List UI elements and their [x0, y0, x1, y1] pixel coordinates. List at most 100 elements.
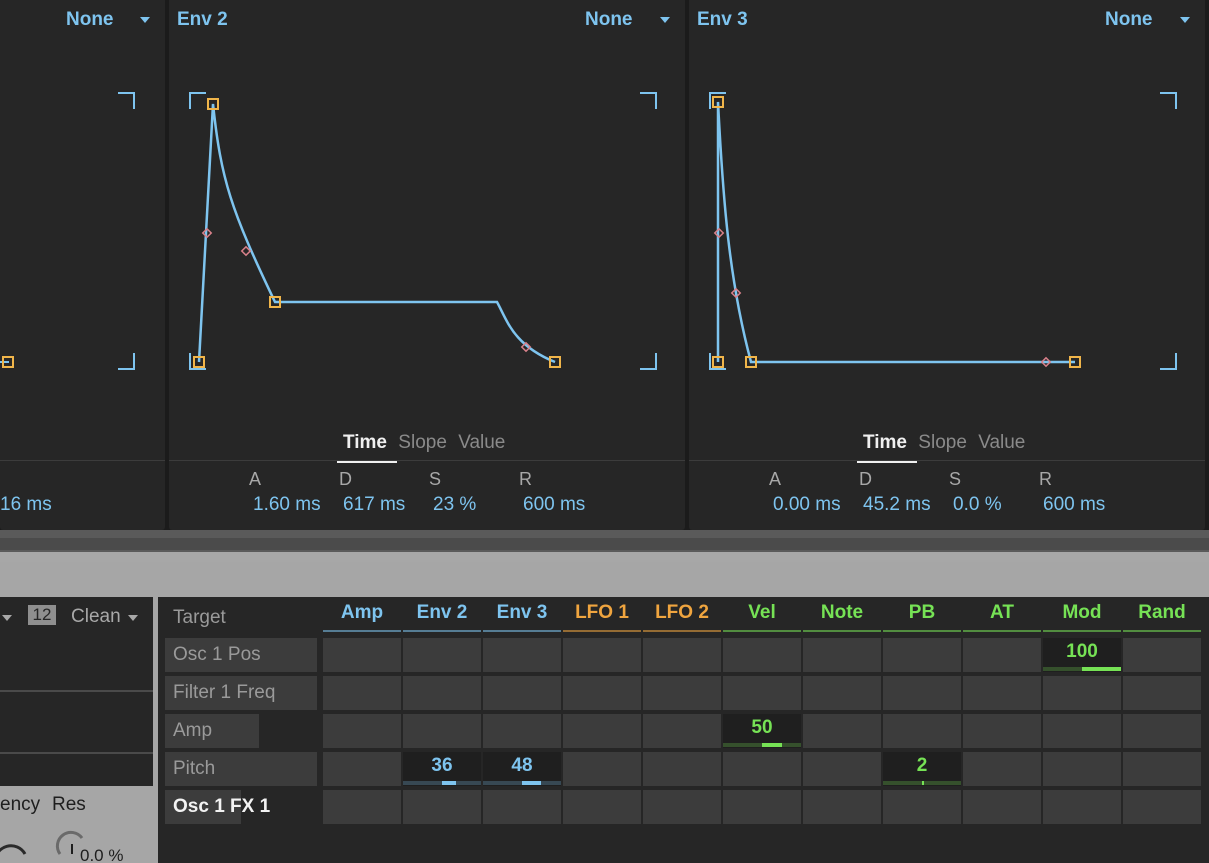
matrix-cell[interactable]	[643, 790, 721, 824]
matrix-cell[interactable]	[963, 638, 1041, 672]
env3-label-s: S	[949, 469, 962, 489]
row-target-filter-1-freq[interactable]: Filter 1 Freq	[165, 676, 317, 710]
matrix-cell[interactable]	[483, 638, 561, 672]
row-target-pitch[interactable]: Pitch	[165, 752, 317, 786]
matrix-cell[interactable]	[403, 638, 481, 672]
row-target-osc-1-pos[interactable]: Osc 1 Pos	[165, 638, 317, 672]
matrix-cell[interactable]	[483, 714, 561, 748]
matrix-cell[interactable]	[963, 676, 1041, 710]
chevron-down-icon[interactable]	[2, 615, 12, 621]
env3-graph[interactable]	[689, 0, 1205, 460]
env2-panel: Env 2 None Time Slope Value A D S R 1.60…	[169, 0, 685, 530]
matrix-cell[interactable]	[483, 676, 561, 710]
modulation-amount: 100	[1066, 641, 1098, 662]
matrix-cell[interactable]	[403, 790, 481, 824]
matrix-cell[interactable]	[1123, 714, 1201, 748]
env2-destination[interactable]: None	[585, 9, 633, 30]
chevron-down-icon[interactable]	[128, 615, 138, 621]
amount-bar	[522, 781, 541, 785]
matrix-cell[interactable]	[803, 714, 881, 748]
matrix-cell[interactable]	[1043, 752, 1121, 786]
tab-value[interactable]: Value	[978, 432, 1026, 453]
env1-graph[interactable]	[0, 0, 165, 460]
env3-release-value[interactable]: 600 ms	[1043, 494, 1106, 515]
env3-attack-value[interactable]: 0.00 ms	[773, 494, 841, 515]
env1-release-value[interactable]: 16 ms	[0, 494, 52, 515]
env2-attack-value[interactable]: 1.60 ms	[253, 494, 321, 515]
column-underline	[803, 630, 881, 632]
matrix-cell[interactable]	[323, 752, 401, 786]
matrix-cell[interactable]	[803, 790, 881, 824]
row-target-amp[interactable]: Amp	[165, 714, 259, 748]
res-value[interactable]: 0.0 %	[80, 846, 124, 863]
matrix-cell[interactable]	[723, 752, 801, 786]
matrix-cell[interactable]	[643, 638, 721, 672]
matrix-cell[interactable]: 48	[483, 752, 561, 786]
matrix-cell[interactable]	[963, 752, 1041, 786]
env3-destination[interactable]: None	[1105, 9, 1153, 30]
osc-divider	[0, 690, 153, 692]
env1-destination[interactable]: None	[66, 9, 114, 30]
matrix-cell[interactable]	[1123, 638, 1201, 672]
env2-graph[interactable]	[169, 0, 685, 460]
matrix-cell[interactable]	[323, 638, 401, 672]
matrix-cell[interactable]: 36	[403, 752, 481, 786]
matrix-cell[interactable]	[883, 790, 961, 824]
matrix-cell[interactable]	[723, 790, 801, 824]
matrix-cell[interactable]: 2	[883, 752, 961, 786]
env3-decay-value[interactable]: 45.2 ms	[863, 494, 931, 515]
env3-panel: Env 3 None Time Slope Value A D S R 0.00…	[689, 0, 1205, 530]
chevron-down-icon[interactable]	[1180, 17, 1190, 23]
column-underline	[643, 630, 721, 632]
matrix-cell[interactable]	[723, 676, 801, 710]
osc-mode-select[interactable]: Clean	[71, 606, 121, 627]
env3-sustain-value[interactable]: 0.0 %	[953, 494, 1002, 515]
chevron-down-icon[interactable]	[660, 17, 670, 23]
matrix-cell[interactable]	[963, 790, 1041, 824]
matrix-cell[interactable]	[883, 676, 961, 710]
column-underline	[723, 630, 801, 632]
env2-release-value[interactable]: 600 ms	[523, 494, 586, 515]
matrix-cell[interactable]	[883, 638, 961, 672]
matrix-cell[interactable]	[803, 638, 881, 672]
osc-voice-number[interactable]: 12	[28, 605, 56, 625]
matrix-cell[interactable]	[1043, 790, 1121, 824]
env2-sustain-value[interactable]: 23 %	[433, 494, 477, 515]
chevron-down-icon[interactable]	[140, 17, 150, 23]
matrix-cell[interactable]	[643, 752, 721, 786]
tab-value[interactable]: Value	[458, 432, 506, 453]
matrix-cell[interactable]	[1043, 676, 1121, 710]
matrix-cell[interactable]	[1123, 676, 1201, 710]
matrix-cell[interactable]	[323, 790, 401, 824]
matrix-cell[interactable]	[1043, 714, 1121, 748]
matrix-cell[interactable]	[563, 638, 641, 672]
frequency-knob-icon[interactable]	[0, 824, 30, 863]
matrix-cell[interactable]	[803, 676, 881, 710]
matrix-cell[interactable]	[883, 714, 961, 748]
matrix-cell[interactable]	[323, 714, 401, 748]
matrix-cell[interactable]	[643, 676, 721, 710]
env2-decay-value[interactable]: 617 ms	[343, 494, 406, 515]
matrix-cell[interactable]	[1123, 790, 1201, 824]
matrix-cell[interactable]	[323, 676, 401, 710]
matrix-cell[interactable]	[1123, 752, 1201, 786]
tab-slope[interactable]: Slope	[398, 432, 447, 453]
tab-slope[interactable]: Slope	[918, 432, 967, 453]
matrix-cell[interactable]	[563, 752, 641, 786]
res-knob-icon[interactable]	[52, 824, 92, 863]
matrix-cell[interactable]	[963, 714, 1041, 748]
row-target-osc-1-fx-1[interactable]: Osc 1 FX 1	[165, 790, 270, 824]
matrix-cell[interactable]: 50	[723, 714, 801, 748]
matrix-cell[interactable]	[563, 790, 641, 824]
tab-time[interactable]: Time	[343, 432, 388, 453]
matrix-cell[interactable]	[723, 638, 801, 672]
matrix-cell[interactable]	[803, 752, 881, 786]
matrix-cell[interactable]	[643, 714, 721, 748]
matrix-cell[interactable]	[483, 790, 561, 824]
matrix-cell[interactable]: 100	[1043, 638, 1121, 672]
matrix-cell[interactable]	[403, 714, 481, 748]
matrix-cell[interactable]	[403, 676, 481, 710]
tab-time[interactable]: Time	[863, 432, 908, 453]
matrix-cell[interactable]	[563, 676, 641, 710]
matrix-cell[interactable]	[563, 714, 641, 748]
